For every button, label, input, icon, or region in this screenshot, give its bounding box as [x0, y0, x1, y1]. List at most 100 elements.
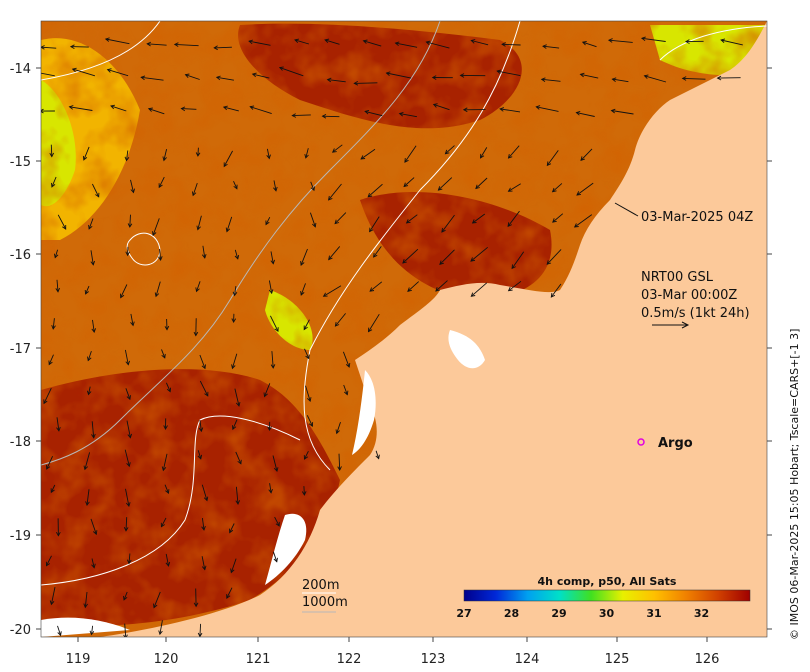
current-vector-arrow — [148, 108, 165, 115]
current-vector-head — [369, 287, 375, 292]
current-vector-arrow — [279, 67, 304, 77]
current-vector-arrow — [84, 591, 88, 608]
current-vector-head — [226, 594, 231, 599]
current-vector-arrow — [229, 523, 235, 533]
current-vector-arrow — [234, 388, 240, 407]
current-vector-head — [68, 105, 74, 110]
isobath-northeast — [659, 25, 767, 61]
current-vector-arrow — [336, 421, 341, 434]
current-vector-arrow — [90, 518, 97, 535]
current-vector-head — [425, 40, 431, 46]
current-vector-arrow — [580, 148, 593, 161]
current-vector-head — [158, 183, 163, 189]
current-vector-arrow — [500, 108, 521, 113]
current-vector-head — [90, 260, 96, 266]
current-vector-head — [43, 399, 48, 405]
current-vector-head — [235, 401, 241, 407]
plot-area — [41, 21, 767, 637]
current-vector-arrow — [124, 349, 129, 365]
current-vector-arrow — [223, 106, 239, 112]
current-vector-head — [126, 395, 131, 401]
current-vector-head — [50, 488, 55, 494]
current-vector-arrow — [181, 108, 197, 110]
current-vector-arrow — [268, 280, 273, 294]
current-vector-arrow — [88, 386, 91, 395]
current-vector-head — [300, 261, 305, 266]
current-vector-head — [580, 156, 585, 161]
current-vector-arrow — [682, 77, 706, 80]
current-vector-arrow — [201, 556, 206, 570]
current-vector-head — [499, 107, 505, 112]
current-vector-head — [367, 192, 373, 198]
nodata-sw — [41, 617, 130, 637]
current-vector-head — [95, 192, 100, 198]
current-vector-head — [120, 293, 125, 299]
current-vector-arrow — [271, 351, 274, 368]
current-vector-arrow — [471, 40, 489, 46]
current-vector-head — [611, 77, 617, 82]
current-vector-head — [89, 630, 95, 636]
isobath-seamount — [126, 232, 161, 266]
current-vector-arrow — [91, 183, 100, 197]
current-vector-arrow — [83, 146, 90, 161]
current-vector-head — [223, 162, 228, 168]
current-vector-arrow — [201, 484, 208, 501]
current-vector-arrow — [141, 76, 164, 81]
nodata-patch — [448, 330, 485, 369]
current-vector-arrow — [162, 453, 168, 471]
colorbar-tick-label: 27 — [456, 607, 471, 620]
current-vector-arrow — [153, 591, 161, 608]
current-vector-head — [84, 289, 89, 295]
current-vector-head — [437, 186, 443, 191]
current-vector-arrow — [402, 248, 419, 264]
current-vector-arrow — [130, 179, 134, 193]
current-vector-arrow — [303, 319, 310, 330]
current-vector-arrow — [274, 516, 280, 527]
x-tick-label: 121 — [246, 652, 271, 667]
current-vector-arrow — [644, 75, 667, 83]
current-vector-head — [542, 44, 547, 49]
current-vector-head — [501, 42, 506, 47]
isobath-1000-label: 1000m — [302, 595, 348, 610]
colorbar-tick-label: 31 — [646, 607, 661, 620]
current-vector-head — [163, 425, 168, 430]
colorbar-tick-label: 29 — [551, 607, 566, 620]
current-vector-arrow — [249, 40, 271, 46]
current-vector-head — [405, 219, 411, 224]
current-vector-arrow — [231, 353, 238, 369]
current-vector-head — [345, 362, 351, 368]
current-vector-arrow — [51, 176, 57, 188]
current-vector-head — [130, 321, 135, 327]
current-vector-head — [275, 521, 280, 527]
current-vector-head — [153, 603, 158, 609]
current-vector-head — [146, 41, 152, 47]
nodata-coast — [265, 513, 307, 585]
current-vector-head — [85, 501, 90, 507]
current-vector-head — [337, 466, 342, 471]
current-vector-arrow — [87, 350, 92, 361]
current-vector-arrow — [721, 39, 743, 46]
current-vector-head — [573, 223, 579, 228]
current-vector-head — [229, 528, 234, 534]
current-vector-arrow — [435, 280, 448, 292]
current-vector-arrow — [199, 623, 202, 637]
current-vector-arrow — [197, 147, 199, 157]
current-vector-head — [193, 602, 199, 608]
current-vector-head — [106, 68, 112, 73]
current-vector-arrow — [272, 551, 278, 562]
timestamp-annotation: 03-Mar-2025 04Z — [614, 202, 753, 225]
current-vector-head — [273, 467, 279, 473]
current-vector-head — [535, 105, 541, 110]
current-vector-head — [71, 67, 77, 73]
y-tick-label: -17 — [10, 342, 31, 357]
current-vector-head — [51, 182, 56, 188]
current-legend: NRT00 GSL 03-Mar 00:00Z 0.5m/s (1kt 24h) — [641, 270, 750, 329]
isobath-west — [41, 21, 161, 81]
current-vector-arrow — [470, 246, 488, 262]
current-vector-arrow — [57, 214, 67, 230]
current-vector-head — [87, 356, 92, 362]
current-vector-head — [49, 600, 55, 606]
current-vector-head — [385, 71, 391, 76]
current-vector-head — [251, 72, 257, 78]
current-vector-arrow — [294, 39, 310, 45]
